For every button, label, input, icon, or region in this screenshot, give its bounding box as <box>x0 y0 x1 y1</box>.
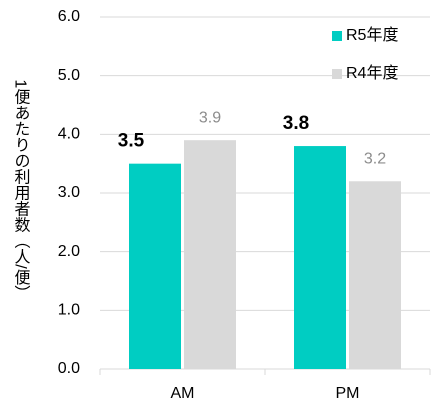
legend-label: R5年度 <box>346 26 398 44</box>
legend-swatch <box>332 69 342 79</box>
bar <box>129 163 181 369</box>
value-label: 3.9 <box>199 109 221 126</box>
value-label: 3.2 <box>364 150 386 167</box>
bar <box>294 146 346 369</box>
x-tick-label: AM <box>171 385 195 402</box>
y-tick-label: 5.0 <box>58 67 80 84</box>
y-tick-label: 6.0 <box>58 8 80 25</box>
y-tick-label: 4.0 <box>58 126 80 143</box>
y-tick-label: 2.0 <box>58 243 80 260</box>
y-axis-label: 1便あたりの利用者数（人/便） <box>12 79 31 300</box>
value-label: 3.8 <box>283 113 309 134</box>
legend-label: R4年度 <box>346 64 398 82</box>
legend-swatch <box>332 31 342 41</box>
bar <box>349 181 401 369</box>
y-tick-label: 0.0 <box>58 360 80 377</box>
bar <box>184 140 236 369</box>
x-tick-label: PM <box>336 385 360 402</box>
y-tick-label: 3.0 <box>58 184 80 201</box>
y-tick-label: 1.0 <box>58 302 80 319</box>
value-label: 3.5 <box>118 131 145 152</box>
